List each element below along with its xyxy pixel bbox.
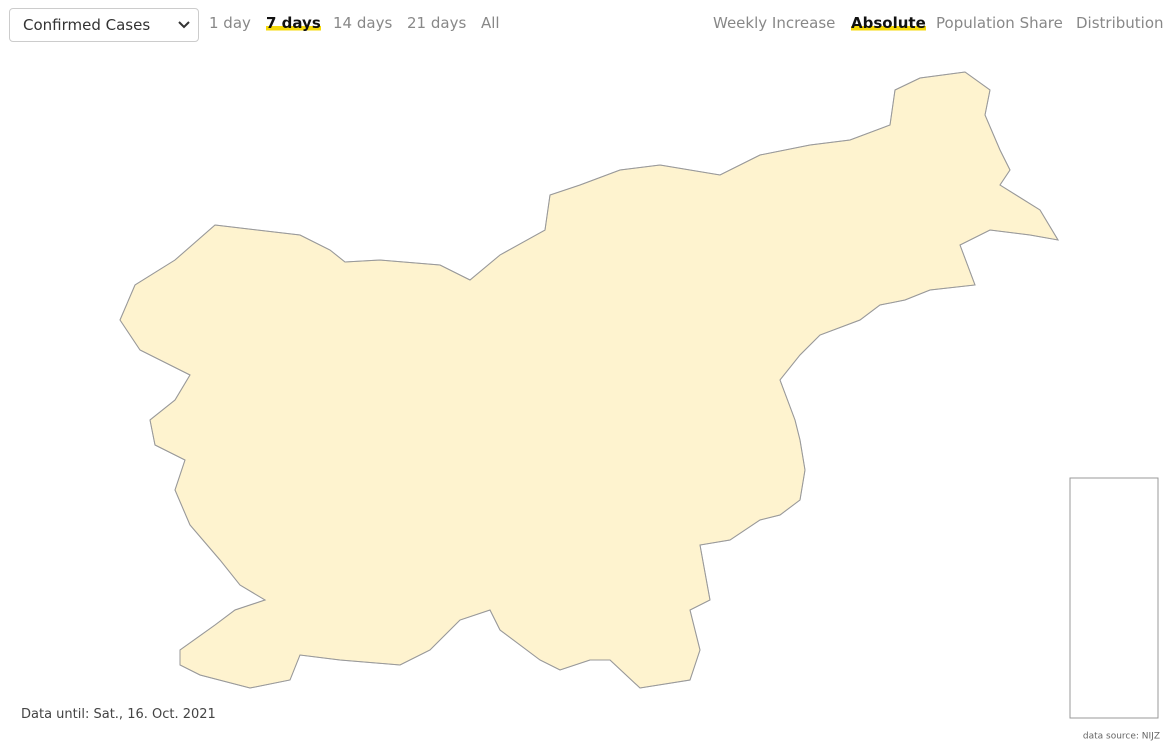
period-tab[interactable]: 14 days	[333, 14, 393, 32]
select-text: Confirmed Cases	[23, 16, 151, 34]
view-tab[interactable]: Population Share	[936, 14, 1063, 32]
view-tab[interactable]: Absolute	[851, 14, 926, 32]
data-date: Data until: Sat., 16. Oct. 2021	[21, 707, 216, 722]
view-tab[interactable]: Weekly Increase	[713, 14, 836, 32]
period-tab[interactable]: All	[481, 14, 500, 32]
chevron	[178, 21, 190, 29]
view-tab[interactable]: Distribution	[1076, 14, 1164, 32]
period-tab[interactable]: 1 day	[209, 14, 251, 32]
data-source: data source: NIJZ	[1083, 732, 1160, 742]
metric-select[interactable]: Confirmed Cases	[9, 8, 199, 42]
period-tab[interactable]: 21 days	[407, 14, 467, 32]
legend-box	[1069, 477, 1159, 719]
period-tab[interactable]: 7 days	[266, 14, 321, 32]
country-outline	[119, 71, 1059, 689]
